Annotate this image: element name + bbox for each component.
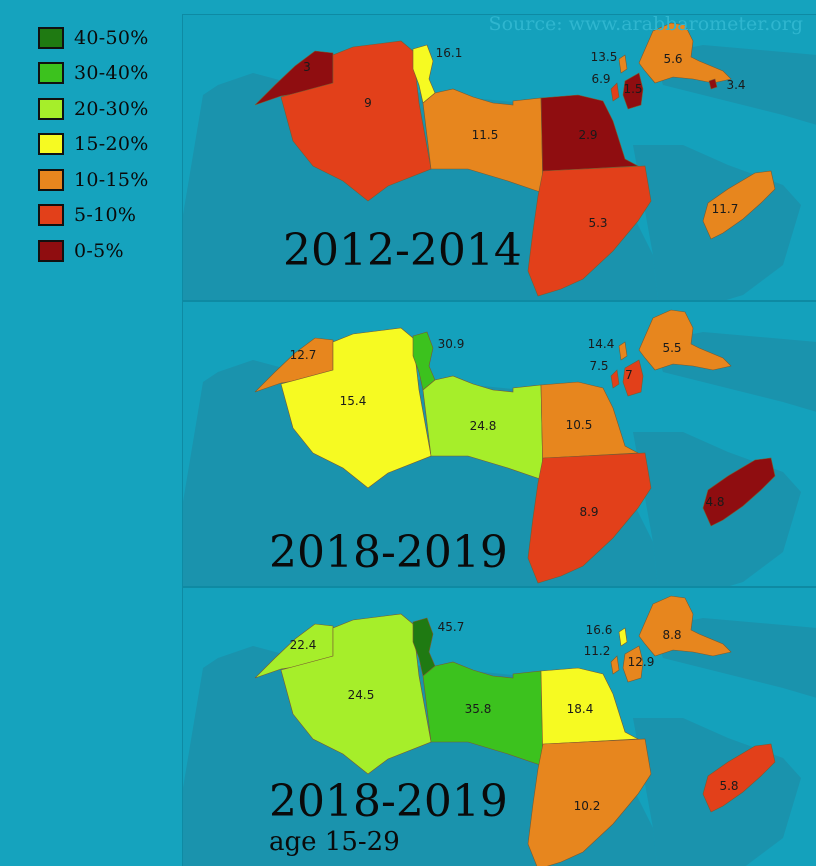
value-label-kuwait: 3.4 <box>726 78 745 92</box>
legend-item: 5-10% <box>38 198 178 234</box>
region-iraq <box>638 595 732 657</box>
region-libya <box>422 88 544 194</box>
region-jordan <box>622 645 644 683</box>
legend-swatch <box>38 204 64 227</box>
period-subtitle: age 15-29 <box>269 827 400 857</box>
legend-label: 40-50% <box>74 26 149 49</box>
value-label-palestine: 6.9 <box>591 72 610 86</box>
value-label-morocco: 12.7 <box>290 348 317 362</box>
value-label-iraq: 5.5 <box>662 341 681 355</box>
value-label-palestine: 7.5 <box>589 359 608 373</box>
region-jordan <box>622 359 644 397</box>
legend-item: 0-5% <box>38 233 178 269</box>
legend-swatch <box>38 168 64 191</box>
legend-item: 15-20% <box>38 127 178 163</box>
legend: 40-50% 30-40% 20-30% 15-20% 10-15% 5-10%… <box>38 20 178 269</box>
value-label-egypt: 2.9 <box>578 128 597 142</box>
value-label-algeria: 9 <box>364 96 372 110</box>
region-yemen <box>702 743 776 813</box>
region-palestine <box>610 655 620 675</box>
value-label-morocco: 3 <box>303 60 311 74</box>
value-label-jordan: 7 <box>625 368 633 382</box>
region-algeria <box>280 40 432 202</box>
value-label-tunisia: 16.1 <box>436 46 463 60</box>
region-iraq <box>638 309 732 371</box>
value-label-iraq: 5.6 <box>663 52 682 66</box>
value-label-lebanon: 14.4 <box>588 337 615 351</box>
value-label-libya: 35.8 <box>465 702 492 716</box>
period-title: 2012-2014 <box>283 225 522 276</box>
map-svg: 3 9 16.1 11.5 2.9 5.3 13.5 6.9 1.5 5.6 3.4 11.7 2012… <box>183 22 816 301</box>
region-sudan <box>527 738 652 866</box>
region-sudan <box>527 452 652 584</box>
value-label-libya: 11.5 <box>472 128 499 142</box>
value-label-jordan: 1.5 <box>623 82 642 96</box>
value-label-sudan: 10.2 <box>574 799 601 813</box>
source-credit: Source: www.arabbarometer.org <box>488 14 803 35</box>
value-label-egypt: 10.5 <box>566 418 593 432</box>
legend-item: 40-50% <box>38 20 178 56</box>
legend-label: 10-15% <box>74 168 149 191</box>
legend-swatch <box>38 97 64 120</box>
region-iraq <box>638 22 732 84</box>
region-yemen <box>702 457 776 527</box>
value-label-egypt: 18.4 <box>567 702 594 716</box>
value-label-libya: 24.8 <box>470 419 497 433</box>
region-yemen <box>702 170 776 240</box>
legend-item: 20-30% <box>38 91 178 127</box>
period-title: 2018-2019 <box>269 527 508 578</box>
legend-label: 5-10% <box>74 204 137 227</box>
legend-item: 10-15% <box>38 162 178 198</box>
value-label-yemen: 11.7 <box>712 202 739 216</box>
region-algeria <box>280 327 432 489</box>
region-palestine <box>610 82 620 102</box>
map-panel-2012-2014: 3 9 16.1 11.5 2.9 5.3 13.5 6.9 1.5 5.6 3.4 11.7 2012… <box>182 14 816 301</box>
value-label-morocco: 22.4 <box>290 638 317 652</box>
region-lebanon <box>618 54 628 74</box>
region-palestine <box>610 369 620 389</box>
legend-swatch <box>38 26 64 49</box>
legend-item: 30-40% <box>38 56 178 92</box>
legend-swatch <box>38 62 64 85</box>
value-label-jordan: 12.9 <box>628 655 655 669</box>
value-label-sudan: 8.9 <box>579 505 598 519</box>
legend-swatch <box>38 133 64 156</box>
legend-label: 15-20% <box>74 133 149 156</box>
map-svg: 12.7 15.4 30.9 24.8 10.5 8.9 14.4 7.5 7 5.5 4.8 201… <box>183 309 816 588</box>
region-libya <box>422 661 544 767</box>
value-label-yemen: 4.8 <box>705 495 724 509</box>
value-label-lebanon: 13.5 <box>591 50 618 64</box>
period-title: 2018-2019 <box>269 776 508 827</box>
value-label-tunisia: 45.7 <box>438 620 465 634</box>
legend-label: 0-5% <box>74 239 124 262</box>
region-algeria <box>280 613 432 775</box>
value-label-sudan: 5.3 <box>588 216 607 230</box>
region-sudan <box>527 165 652 297</box>
region-kuwait <box>708 78 718 90</box>
value-label-palestine: 11.2 <box>584 644 611 658</box>
map-svg: 22.4 24.5 45.7 35.8 18.4 10.2 16.6 11.2 12.9 8.8 5… <box>183 595 816 866</box>
region-lebanon <box>618 627 628 647</box>
legend-label: 30-40% <box>74 62 149 85</box>
map-panel-2018-2019-youth: 22.4 24.5 45.7 35.8 18.4 10.2 16.6 11.2 12.9 8.8 5… <box>182 586 816 866</box>
value-label-iraq: 8.8 <box>662 628 681 642</box>
value-label-lebanon: 16.6 <box>586 623 613 637</box>
value-label-tunisia: 30.9 <box>438 337 465 351</box>
value-label-algeria: 24.5 <box>348 688 375 702</box>
value-label-yemen: 5.8 <box>719 779 738 793</box>
value-label-algeria: 15.4 <box>340 394 367 408</box>
map-panel-2018-2019: 12.7 15.4 30.9 24.8 10.5 8.9 14.4 7.5 7 5.5 4.8 201… <box>182 300 816 588</box>
region-lebanon <box>618 341 628 361</box>
region-libya <box>422 375 544 481</box>
legend-swatch <box>38 239 64 262</box>
legend-label: 20-30% <box>74 97 149 120</box>
region-jordan <box>622 72 644 110</box>
